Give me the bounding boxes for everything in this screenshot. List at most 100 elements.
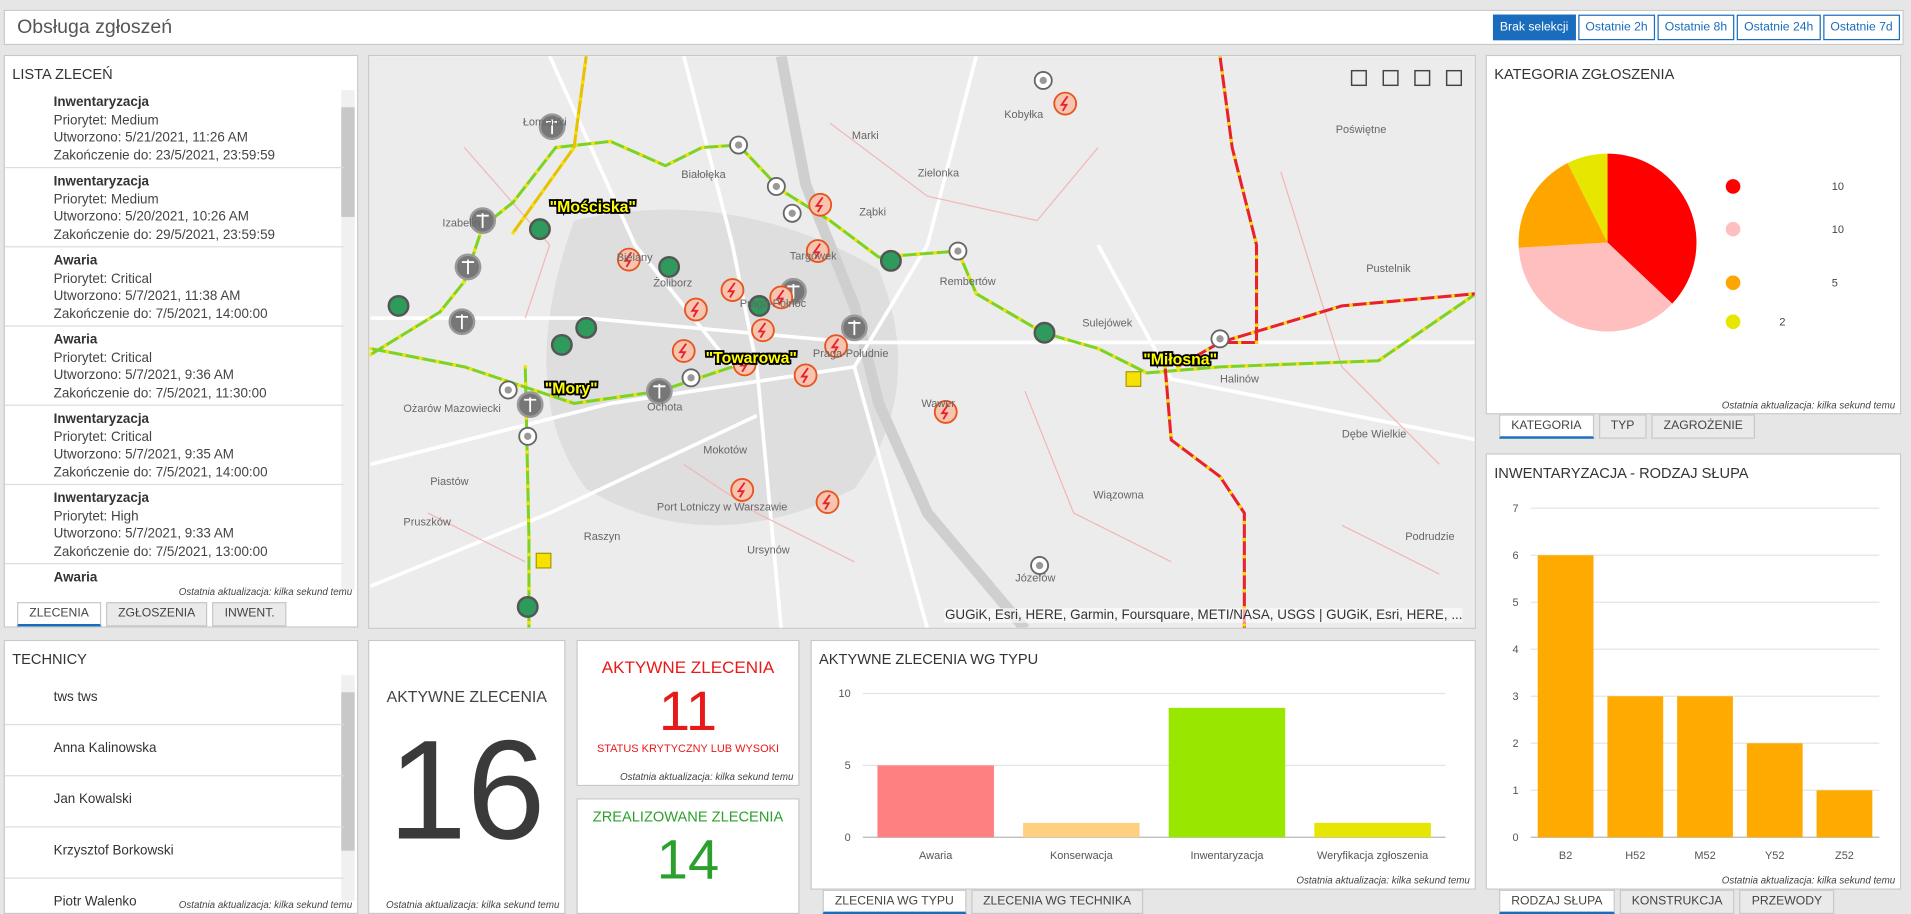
tab[interactable]: ZLECENIA WG TECHNIKA xyxy=(970,889,1144,914)
marker[interactable] xyxy=(751,318,775,343)
tab[interactable]: KATEGORIA xyxy=(1499,414,1594,439)
power-line-dots xyxy=(511,56,589,235)
map-tool[interactable] xyxy=(1378,66,1402,90)
tab[interactable]: RODZAJ SŁUPA xyxy=(1499,889,1615,914)
bar[interactable] xyxy=(1607,696,1664,838)
filter-button[interactable]: Ostatnie 2h xyxy=(1578,14,1656,41)
filter-button[interactable]: Ostatnie 8h xyxy=(1657,14,1735,41)
map-tool[interactable] xyxy=(1410,66,1434,90)
active-indicator: AKTYWNE ZLECENIA 16 Ostatnia aktualizacj… xyxy=(368,639,566,914)
marker[interactable] xyxy=(528,218,551,241)
marker[interactable] xyxy=(808,192,833,217)
item-priority: Priorytet: High xyxy=(53,508,139,524)
item-text: Inwentaryzacja Priorytet: Medium Utworzono… xyxy=(54,94,275,165)
place-label: Dębe Wielkie xyxy=(1342,429,1407,441)
marker[interactable] xyxy=(879,249,902,272)
order-item[interactable]: Awaria Priorytet: Critical Utworzono: 5/7/… xyxy=(4,247,344,327)
tab[interactable]: ZGŁOSZENIA xyxy=(105,602,208,627)
technician[interactable]: Piotr Walenko xyxy=(5,879,344,913)
pie-slice[interactable] xyxy=(1567,153,1608,243)
map-layer: Łomianki Izabelin Białołęka Marki Kobyłka Zie… xyxy=(369,56,1475,628)
filter-button[interactable]: Ostatnie 24h xyxy=(1736,14,1821,41)
tab[interactable]: ZLECENIA WG TYPU xyxy=(822,889,967,914)
marker[interactable] xyxy=(671,339,696,363)
marker-icon xyxy=(678,343,687,359)
tab[interactable]: INWENT. xyxy=(212,602,287,627)
bar[interactable] xyxy=(1816,790,1873,838)
marker[interactable] xyxy=(1053,91,1078,116)
marker[interactable] xyxy=(684,297,708,322)
filter-button[interactable]: Ostatnie 7d xyxy=(1823,14,1901,41)
bar[interactable] xyxy=(1314,822,1431,838)
pie-slice[interactable] xyxy=(1518,242,1673,332)
power-line-dots xyxy=(369,139,1475,375)
marker[interactable] xyxy=(933,400,958,424)
pie-slice[interactable] xyxy=(1607,153,1697,304)
order-item[interactable]: Inwentaryzacja Priorytet: Medium Utworzono… xyxy=(4,89,344,169)
filter-button[interactable]: Brak selekcji xyxy=(1492,14,1576,41)
order-item[interactable]: Inwentaryzacja Priorytet: Medium Utworzono… xyxy=(4,168,344,248)
order-item[interactable]: Awaria Priorytet: Critical Utworzono: 5/7/… xyxy=(4,327,344,406)
road xyxy=(370,365,855,467)
technician[interactable]: tws tws xyxy=(4,674,344,726)
bar[interactable] xyxy=(877,765,994,838)
place-label: Ożarów Mazowiecki xyxy=(403,403,500,415)
technician[interactable]: Anna Kalinowska xyxy=(4,725,344,777)
marker[interactable] xyxy=(769,285,794,310)
marker[interactable] xyxy=(616,247,641,272)
pie-slice[interactable] xyxy=(1518,163,1608,248)
map-tool-icon xyxy=(1445,69,1463,87)
technician[interactable]: Krzysztof Borkowski xyxy=(4,828,344,879)
tab[interactable]: KONSTRUKCJA xyxy=(1619,889,1735,914)
bar[interactable] xyxy=(1023,822,1140,838)
bar[interactable] xyxy=(1746,743,1803,838)
item-priority: Priorytet: Critical xyxy=(53,271,152,286)
bar[interactable] xyxy=(1677,696,1733,838)
marker[interactable] xyxy=(732,352,757,377)
marker[interactable] xyxy=(387,294,410,317)
bar[interactable] xyxy=(1168,707,1286,838)
panel-title: INWENTARYZACJA - RODZAJ SŁUPA xyxy=(1494,464,1749,482)
order-item[interactable]: Inwentaryzacja Priorytet: Critical Utworzo… xyxy=(4,406,344,486)
marker-icon xyxy=(775,289,785,306)
legend-value: 5 xyxy=(1832,277,1838,289)
tab[interactable]: TYP xyxy=(1598,414,1647,439)
marker-icon xyxy=(1039,76,1047,85)
marker[interactable] xyxy=(550,333,573,356)
marker[interactable] xyxy=(516,595,539,618)
map-tool[interactable] xyxy=(1442,66,1466,90)
marker[interactable] xyxy=(720,278,745,302)
marker[interactable] xyxy=(805,239,830,263)
order-item[interactable]: Awaria xyxy=(5,564,344,626)
marker-icon xyxy=(814,196,824,213)
marker[interactable] xyxy=(824,334,848,359)
tab[interactable]: ZLECENIA xyxy=(17,602,102,627)
marker[interactable] xyxy=(793,363,818,388)
map-tool-icon xyxy=(1350,69,1367,87)
place-label: Ząbki xyxy=(859,207,886,219)
marker[interactable] xyxy=(658,255,681,278)
map-tool[interactable] xyxy=(1347,66,1371,90)
bar[interactable] xyxy=(1537,555,1594,838)
marker-icon xyxy=(830,338,840,354)
map[interactable]: Łomianki Izabelin Białołęka Marki Kobyłka Zie… xyxy=(368,54,1476,629)
marker[interactable] xyxy=(575,316,598,339)
scrollbar[interactable] xyxy=(341,675,355,901)
scrollbar[interactable] xyxy=(341,90,355,590)
marker[interactable] xyxy=(730,478,755,502)
marker[interactable] xyxy=(535,552,552,569)
marker-icon xyxy=(690,301,700,318)
tab[interactable]: ZAGROŻENIE xyxy=(1651,414,1756,439)
place-label: Praga-Północ xyxy=(740,298,807,310)
power-line xyxy=(1219,292,1475,344)
marker[interactable] xyxy=(748,294,771,317)
technician[interactable]: Jan Kowalski xyxy=(4,776,344,828)
power-line xyxy=(1163,366,1246,628)
marker[interactable] xyxy=(1125,371,1142,387)
tab[interactable]: PRZEWODY xyxy=(1739,889,1835,914)
order-item[interactable]: Inwentaryzacja Priorytet: High Utworzono: … xyxy=(4,485,344,565)
y-tick-label: 10 xyxy=(839,688,851,700)
marker[interactable] xyxy=(815,490,840,515)
marker[interactable] xyxy=(1033,321,1056,344)
